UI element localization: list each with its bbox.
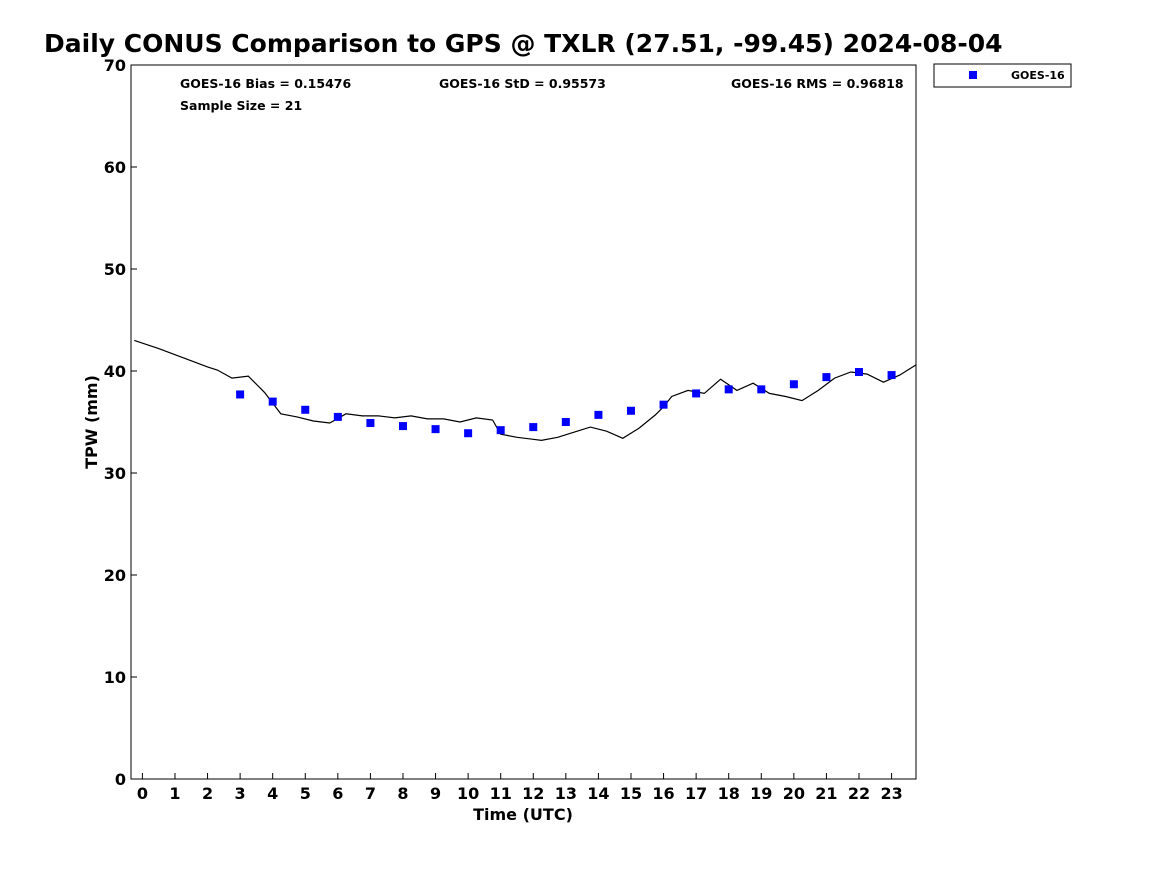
- x-axis-label: Time (UTC): [473, 805, 573, 824]
- x-tick-label: 9: [430, 784, 441, 803]
- goes-16-point: [496, 426, 505, 435]
- x-tick-label: 15: [620, 784, 642, 803]
- x-tick-label: 10: [457, 784, 479, 803]
- x-tick-label: 22: [848, 784, 870, 803]
- x-tick-label: 14: [587, 784, 609, 803]
- goes-16-point: [887, 371, 896, 380]
- x-tick-label: 17: [685, 784, 707, 803]
- x-tick-label: 6: [332, 784, 343, 803]
- y-tick-label: 0: [115, 770, 126, 789]
- goes-16-point: [724, 385, 733, 394]
- x-tick-label: 1: [169, 784, 180, 803]
- y-axis: 0 10 20 30 40 50 60 70: [104, 56, 137, 789]
- y-tick-label: 20: [104, 566, 126, 585]
- goes-16-point: [626, 406, 635, 415]
- legend-marker-square: [969, 71, 977, 79]
- goes-16-point: [366, 419, 375, 428]
- goes-16-point: [692, 389, 701, 398]
- goes-16-point: [398, 422, 407, 431]
- goes-16-point: [236, 390, 245, 399]
- goes-16-point: [659, 400, 668, 409]
- x-tick-label: 0: [137, 784, 148, 803]
- x-tick-label: 12: [522, 784, 544, 803]
- legend-box: [933, 63, 1072, 88]
- std-stat: GOES-16 StD = 0.95573: [439, 76, 606, 91]
- y-tick-label: 60: [104, 158, 126, 177]
- rms-stat: GOES-16 RMS = 0.96818: [731, 76, 904, 91]
- gps-series: [134, 339, 917, 442]
- gps-tpw-line: [134, 339, 917, 442]
- y-tick-label: 10: [104, 668, 126, 687]
- x-tick-label: 18: [718, 784, 740, 803]
- x-tick-label: 16: [652, 784, 674, 803]
- y-tick-label: 50: [104, 260, 126, 279]
- x-tick-label: 8: [397, 784, 408, 803]
- y-tick-label: 40: [104, 362, 126, 381]
- chart-title: Daily CONUS Comparison to GPS @ TXLR (27…: [44, 29, 1003, 58]
- x-tick-label: 23: [880, 784, 902, 803]
- goes-16-point: [268, 397, 277, 406]
- axes-frame: [130, 64, 917, 780]
- goes-16-point: [822, 373, 831, 382]
- sample-size-stat: Sample Size = 21: [180, 98, 302, 113]
- legend-entry-goes-16: GOES-16: [1011, 69, 1065, 82]
- y-tick-label: 70: [104, 56, 126, 75]
- goes-16-point: [431, 425, 440, 434]
- goes-16-point: [854, 368, 863, 377]
- goes-16-point: [561, 418, 570, 426]
- x-tick-label: 13: [555, 784, 577, 803]
- x-tick-label: 4: [267, 784, 278, 803]
- goes-16-point: [464, 429, 473, 438]
- bias-stat: GOES-16 Bias = 0.15476: [180, 76, 351, 91]
- goes-16-series: [236, 368, 896, 438]
- x-tick-label: 5: [300, 784, 311, 803]
- goes-16-point: [594, 410, 603, 419]
- goes-16-point: [301, 405, 310, 414]
- goes-16-point: [333, 412, 342, 421]
- goes-16-point: [789, 380, 798, 389]
- x-tick-label: 7: [365, 784, 376, 803]
- x-tick-label: 3: [235, 784, 246, 803]
- y-axis-label: TPW (mm): [82, 375, 101, 469]
- x-tick-label: 19: [750, 784, 772, 803]
- goes-16-point: [757, 385, 766, 394]
- x-tick-label: 21: [815, 784, 837, 803]
- x-tick-label: 11: [490, 784, 512, 803]
- x-tick-label: 2: [202, 784, 213, 803]
- x-tick-label: 20: [783, 784, 805, 803]
- legend: GOES-16: [933, 63, 1072, 88]
- y-tick-label: 30: [104, 464, 126, 483]
- goes-16-point: [529, 423, 538, 432]
- x-axis: 0 1 2 3 4 5 6 7 8 9 10 11 12 13 14 15 16 17 18 19 20 21 22 23: [137, 773, 903, 803]
